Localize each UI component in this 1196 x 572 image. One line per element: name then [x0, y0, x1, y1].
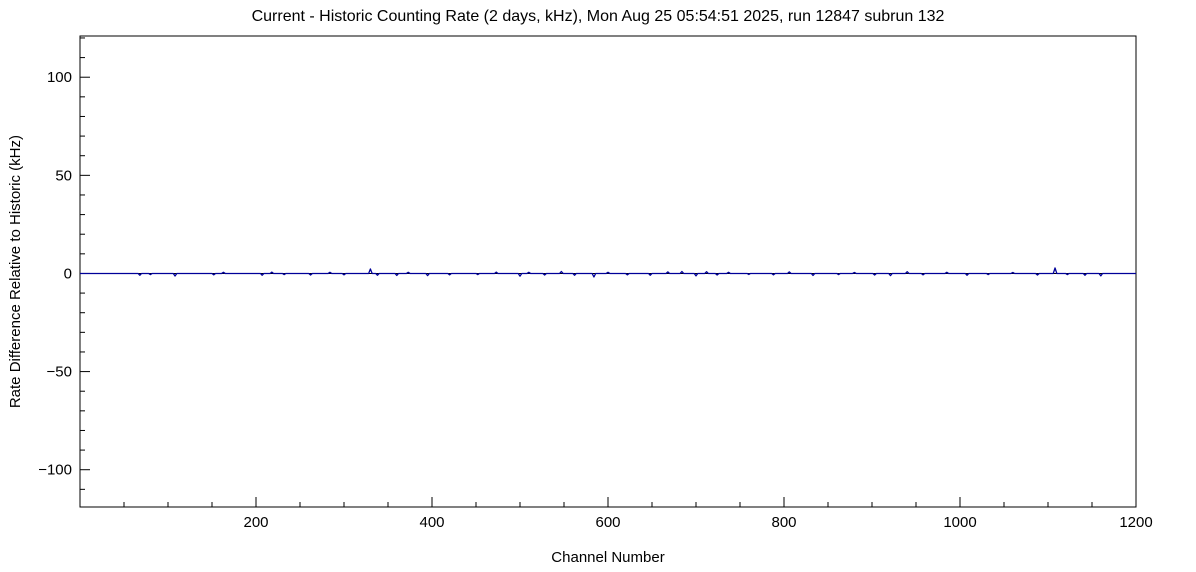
data-series-line [80, 267, 1136, 278]
y-tick-label: 50 [55, 167, 72, 184]
y-tick-label: −50 [47, 364, 72, 381]
axis-frame [79, 35, 1137, 508]
y-tick-label: 100 [47, 69, 72, 86]
x-tick-label: 1200 [1119, 514, 1152, 531]
x-tick-label: 800 [771, 514, 796, 531]
y-tick-label: −100 [38, 462, 72, 479]
x-tick-label: 400 [419, 514, 444, 531]
x-tick-label: 200 [243, 514, 268, 531]
chart-title: Current - Historic Counting Rate (2 days… [251, 8, 945, 25]
x-axis-label: Channel Number [551, 549, 665, 566]
x-tick-label: 600 [595, 514, 620, 531]
y-tick-label: 0 [64, 265, 72, 282]
x-tick-label: 1000 [943, 514, 976, 531]
